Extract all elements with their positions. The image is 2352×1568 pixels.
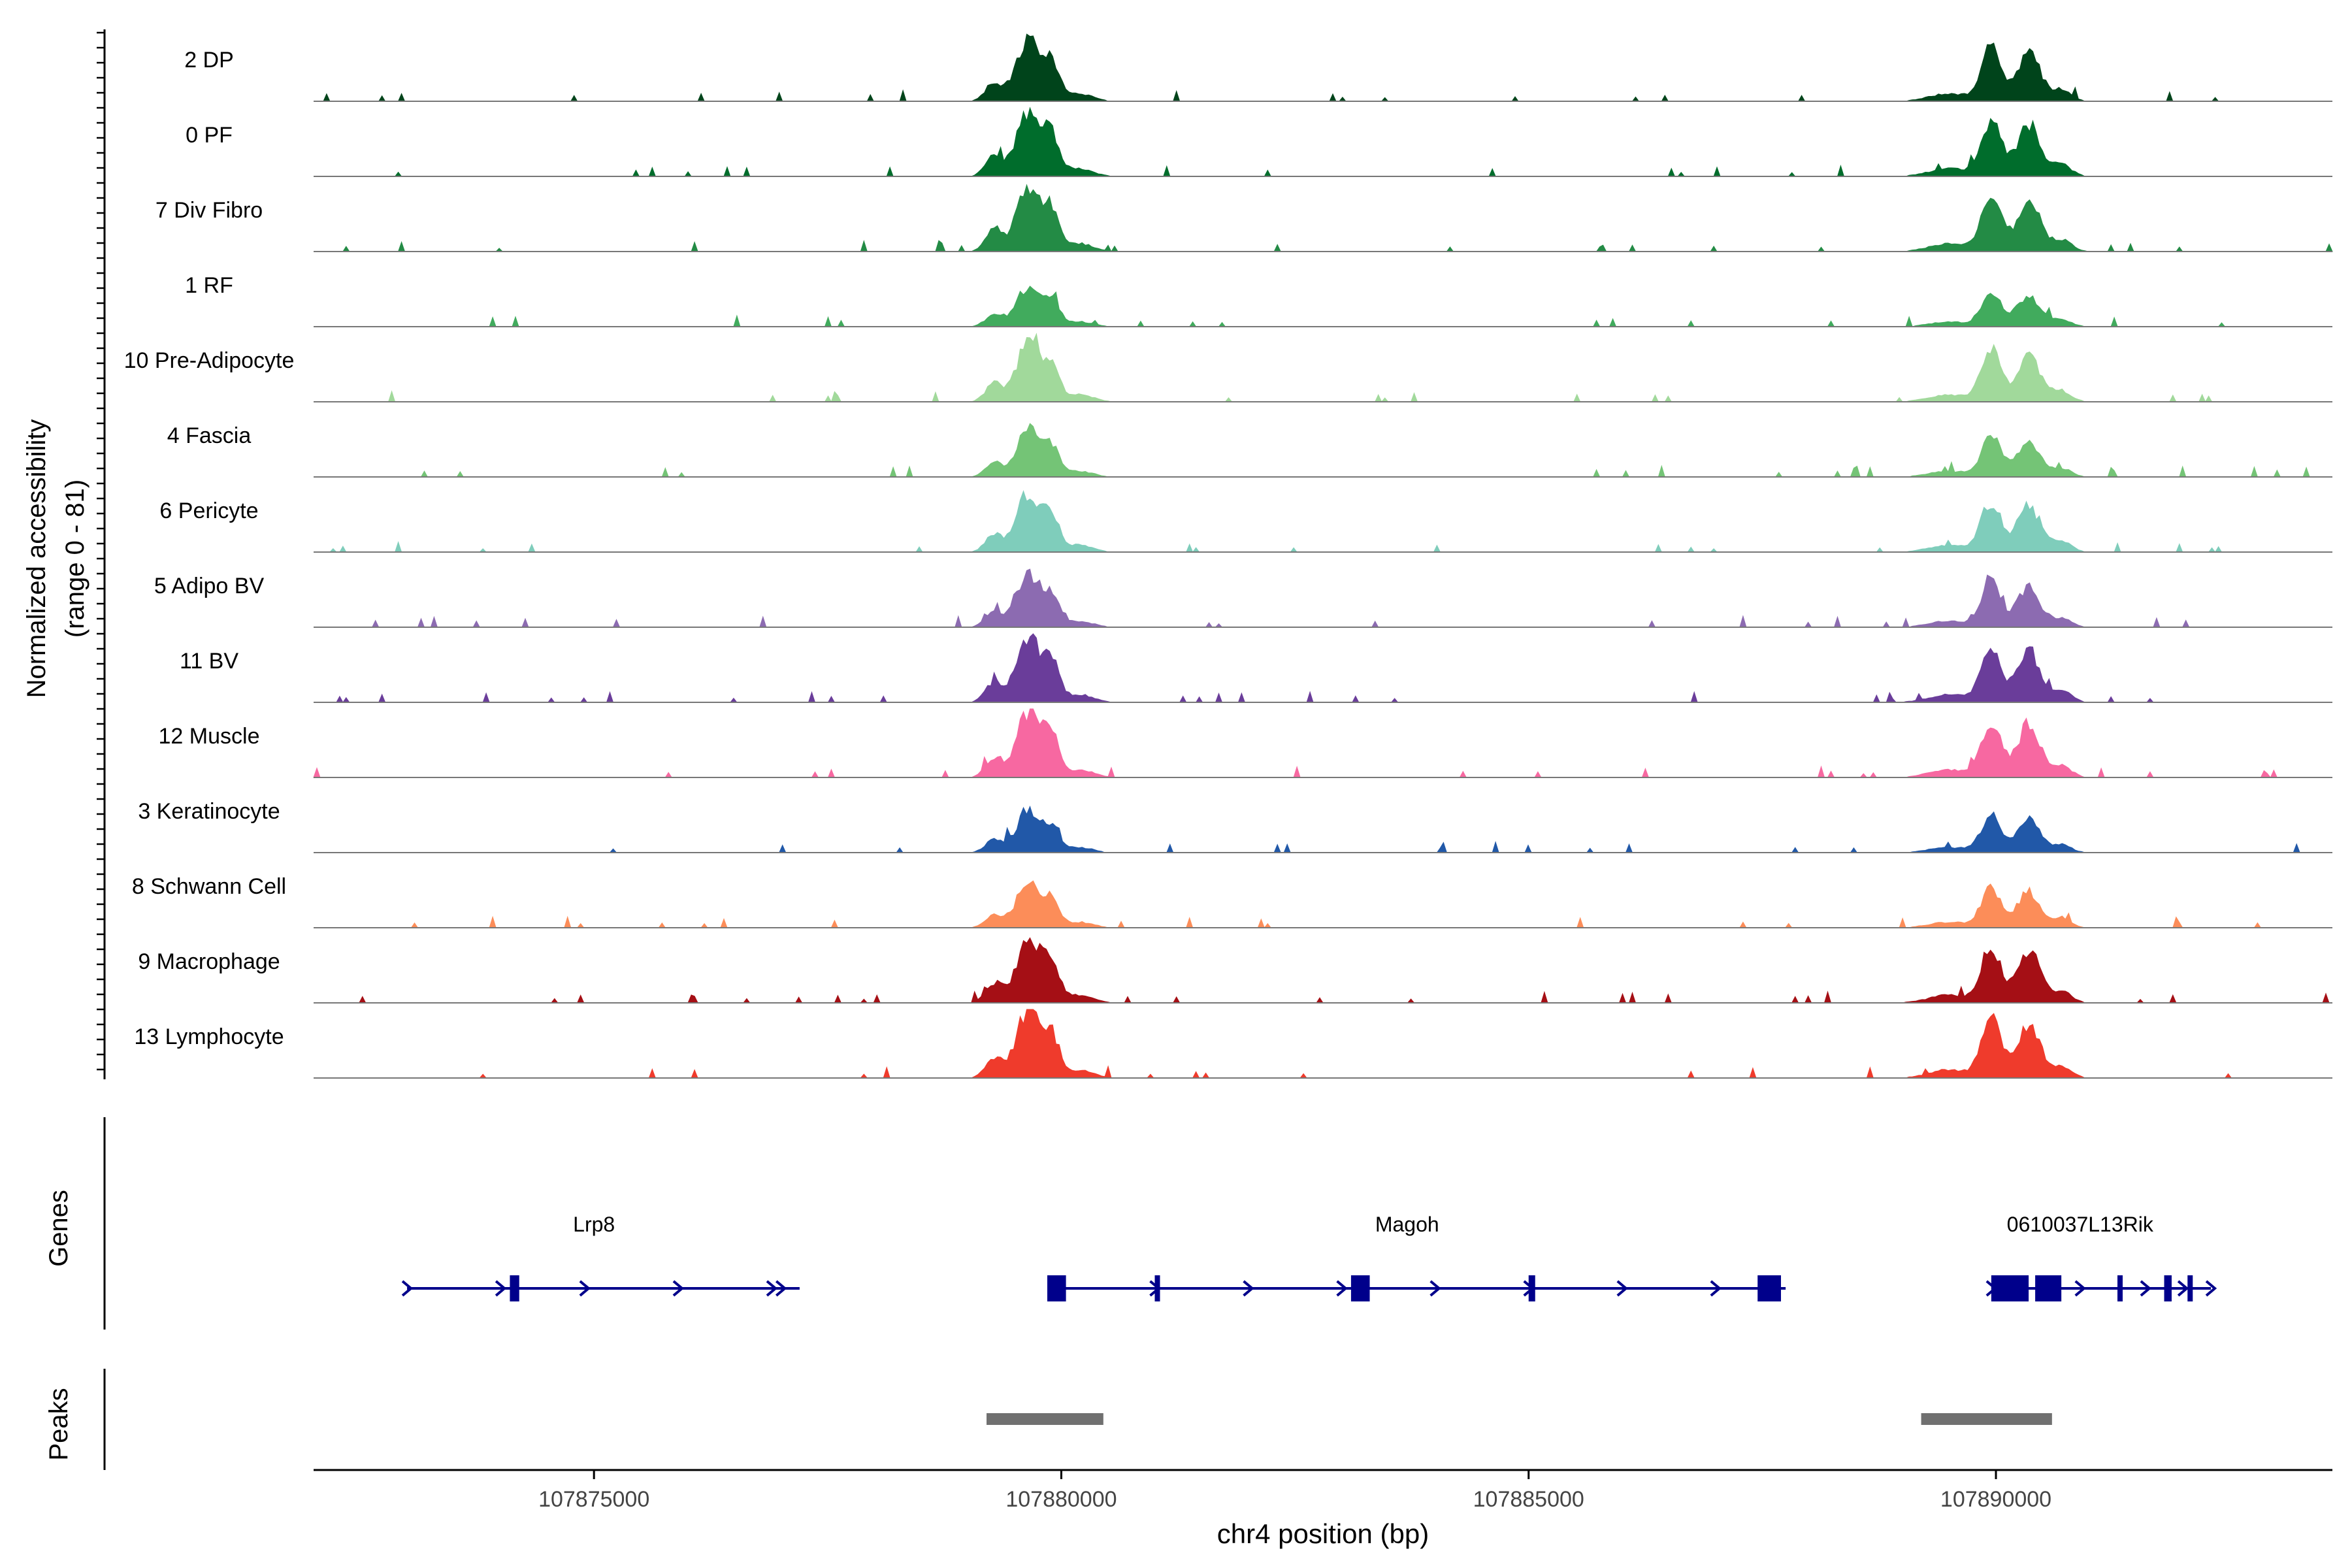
track-label: 4 Fascia bbox=[167, 423, 252, 448]
coverage-area bbox=[314, 568, 2332, 628]
track-5: 4 Fascia bbox=[167, 423, 2332, 478]
coverage-area bbox=[314, 880, 2332, 928]
strand-arrow bbox=[579, 1280, 591, 1297]
gene-label: Lrp8 bbox=[573, 1213, 615, 1236]
track-11: 8 Schwann Cell bbox=[132, 874, 2332, 928]
track-9: 12 Muscle bbox=[159, 708, 2332, 778]
strand-arrow bbox=[2140, 1280, 2151, 1297]
strand-arrow bbox=[1710, 1280, 1722, 1297]
strand-arrow bbox=[401, 1280, 414, 1297]
exon bbox=[1154, 1275, 1160, 1301]
strand-arrow bbox=[1429, 1280, 1441, 1297]
gene-label: 0610037L13Rik bbox=[2007, 1213, 2154, 1236]
peak-region bbox=[1921, 1413, 2052, 1425]
strand-arrow bbox=[1243, 1280, 1254, 1297]
track-label: 8 Schwann Cell bbox=[132, 874, 286, 899]
gene-Magoh: Magoh bbox=[1047, 1213, 1786, 1301]
exon bbox=[2117, 1275, 2123, 1301]
track-label: 2 DP bbox=[184, 48, 234, 73]
genes-panel-label: Genes bbox=[44, 1190, 73, 1267]
track-12: 9 Macrophage bbox=[138, 937, 2332, 1004]
track-1: 0 PF bbox=[186, 106, 2332, 177]
gene-Lrp8: Lrp8 bbox=[401, 1213, 800, 1301]
strand-arrow bbox=[2177, 1280, 2189, 1297]
track-label: 6 Pericyte bbox=[159, 498, 258, 523]
coverage-area bbox=[314, 33, 2332, 102]
x-axis-tick-label: 107890000 bbox=[1940, 1487, 2051, 1512]
y-axis-title-range: (range 0 - 81) bbox=[61, 480, 90, 638]
strand-arrow bbox=[2074, 1280, 2086, 1297]
peak-region bbox=[987, 1413, 1103, 1425]
track-label: 9 Macrophage bbox=[138, 949, 280, 974]
strand-arrow bbox=[495, 1280, 507, 1297]
strand-arrow bbox=[2205, 1280, 2217, 1297]
track-label: 1 RF bbox=[185, 273, 233, 298]
track-13: 13 Lymphocyte bbox=[134, 1009, 2332, 1079]
track-label: 13 Lymphocyte bbox=[134, 1024, 284, 1049]
coverage-tracks: 2 DP 0 PF 7 Div Fibro 1 RF 10 Pre-Adipocyte 4… bbox=[124, 33, 2333, 1079]
coverage-area bbox=[313, 708, 2332, 778]
strand-arrow bbox=[775, 1280, 787, 1297]
track-label: 0 PF bbox=[186, 123, 233, 148]
exon bbox=[1350, 1275, 1370, 1301]
exon bbox=[1528, 1275, 1535, 1301]
peaks-panel-label: Peaks bbox=[44, 1388, 73, 1460]
track-10: 3 Keratinocyte bbox=[138, 799, 2332, 853]
coverage-area bbox=[314, 184, 2333, 253]
x-axis-title: chr4 position (bp) bbox=[1217, 1518, 1429, 1549]
exon bbox=[2035, 1275, 2062, 1301]
y-axis-title-line1: Normalized accessibility bbox=[22, 419, 51, 698]
strand-arrow bbox=[672, 1280, 685, 1297]
coverage-area bbox=[314, 633, 2332, 703]
coverage-area bbox=[314, 937, 2332, 1004]
track-2: 7 Div Fibro bbox=[155, 184, 2333, 253]
gene-0610037L13Rik: 0610037L13Rik bbox=[1985, 1213, 2217, 1301]
track-label: 12 Muscle bbox=[159, 724, 260, 749]
exon bbox=[1991, 1275, 2029, 1301]
track-7: 5 Adipo BV bbox=[154, 568, 2332, 628]
x-axis-tick-label: 107885000 bbox=[1473, 1487, 1584, 1512]
strand-arrow bbox=[766, 1280, 778, 1297]
coverage-area bbox=[314, 333, 2332, 403]
track-3: 1 RF bbox=[185, 273, 2332, 327]
track-label: 7 Div Fibro bbox=[155, 198, 263, 223]
exon bbox=[2187, 1275, 2193, 1301]
coverage-area bbox=[314, 1009, 2332, 1079]
track-4: 10 Pre-Adipocyte bbox=[124, 333, 2332, 403]
track-label: 5 Adipo BV bbox=[154, 574, 265, 598]
coverage-area bbox=[314, 423, 2332, 478]
coverage-area bbox=[314, 106, 2332, 177]
exon bbox=[2164, 1275, 2172, 1301]
strand-arrow bbox=[1616, 1280, 1628, 1297]
genes-panel: Genes Lrp8 Magoh 0610037L13Rik bbox=[44, 1117, 2217, 1330]
strand-arrow bbox=[1336, 1280, 1348, 1297]
exon bbox=[1757, 1275, 1781, 1301]
peaks-panel: Peaks bbox=[44, 1369, 2052, 1470]
exon bbox=[510, 1275, 519, 1301]
coverage-area bbox=[314, 490, 2332, 553]
track-label: 10 Pre-Adipocyte bbox=[124, 348, 295, 373]
track-label: 3 Keratinocyte bbox=[138, 799, 280, 824]
exon bbox=[1047, 1275, 1066, 1301]
coverage-area bbox=[314, 286, 2332, 327]
track-0: 2 DP bbox=[184, 33, 2332, 102]
y-axis bbox=[97, 29, 106, 1079]
y-axis-title: Normalized accessibility bbox=[22, 419, 51, 698]
x-axis: 107875000 107880000 107885000 107890000 bbox=[314, 1469, 2332, 1512]
x-axis-tick-label: 107875000 bbox=[538, 1487, 649, 1512]
x-axis-tick-label: 107880000 bbox=[1005, 1487, 1117, 1512]
track-6: 6 Pericyte bbox=[159, 490, 2332, 553]
gene-label: Magoh bbox=[1375, 1213, 1439, 1236]
coverage-area bbox=[314, 806, 2332, 853]
track-8: 11 BV bbox=[180, 633, 2332, 703]
track-label: 11 BV bbox=[180, 649, 238, 674]
